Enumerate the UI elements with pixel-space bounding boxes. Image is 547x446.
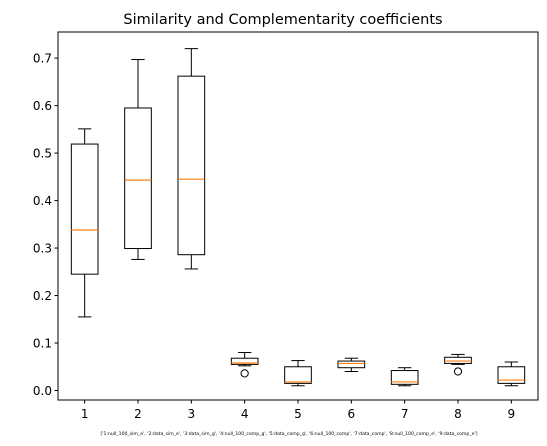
x-tick-label: 3	[188, 407, 196, 421]
x-tick-label: 2	[134, 407, 142, 421]
box-1	[70, 128, 99, 318]
box-4	[230, 352, 259, 378]
box-body	[497, 366, 526, 384]
x-tick-label: 7	[401, 407, 409, 421]
box-body	[230, 357, 259, 365]
x-tick-label: 5	[294, 407, 302, 421]
box-body	[337, 360, 366, 369]
plot-marks	[70, 48, 526, 387]
x-axis: 1 2 3 4 5 6 7 8 9	[81, 400, 515, 421]
y-tick-label: 0.5	[33, 146, 52, 160]
box-body	[70, 143, 99, 275]
box-6	[337, 357, 366, 373]
y-tick-label: 0.4	[33, 194, 52, 208]
box-9	[497, 361, 526, 387]
y-tick-label: 0.6	[33, 99, 52, 113]
y-axis: 0.0 0.1 0.2 0.3 0.4 0.5 0.6 0.7	[33, 51, 58, 398]
y-tick-label: 0.2	[33, 289, 52, 303]
x-tick-label: 8	[454, 407, 462, 421]
plot-area-frame	[57, 31, 539, 401]
box-body	[390, 370, 419, 385]
x-tick-label: 4	[241, 407, 249, 421]
flier-point	[240, 369, 249, 378]
flier-point	[453, 367, 463, 376]
x-tick-label: 6	[348, 407, 356, 421]
y-tick-label: 0.0	[33, 384, 52, 398]
y-tick-label: 0.7	[33, 51, 52, 65]
box-3	[177, 48, 206, 270]
x-tick-label: 1	[81, 407, 89, 421]
box-body	[444, 356, 472, 364]
box-body	[124, 107, 152, 250]
box-2	[124, 59, 152, 260]
box-body	[284, 366, 312, 384]
y-tick-label: 0.1	[33, 336, 52, 350]
x-axis-label: ['1:null_100_sim_e', '2:data_sim_e', '3:…	[100, 431, 477, 437]
y-tick-label: 0.3	[33, 241, 52, 255]
x-tick-label: 9	[508, 407, 516, 421]
chart-title: Similarity and Complementarity coefficie…	[123, 12, 442, 28]
box-7	[390, 367, 419, 387]
box-5	[284, 360, 312, 387]
box-8	[444, 353, 472, 376]
box-body	[177, 75, 206, 256]
